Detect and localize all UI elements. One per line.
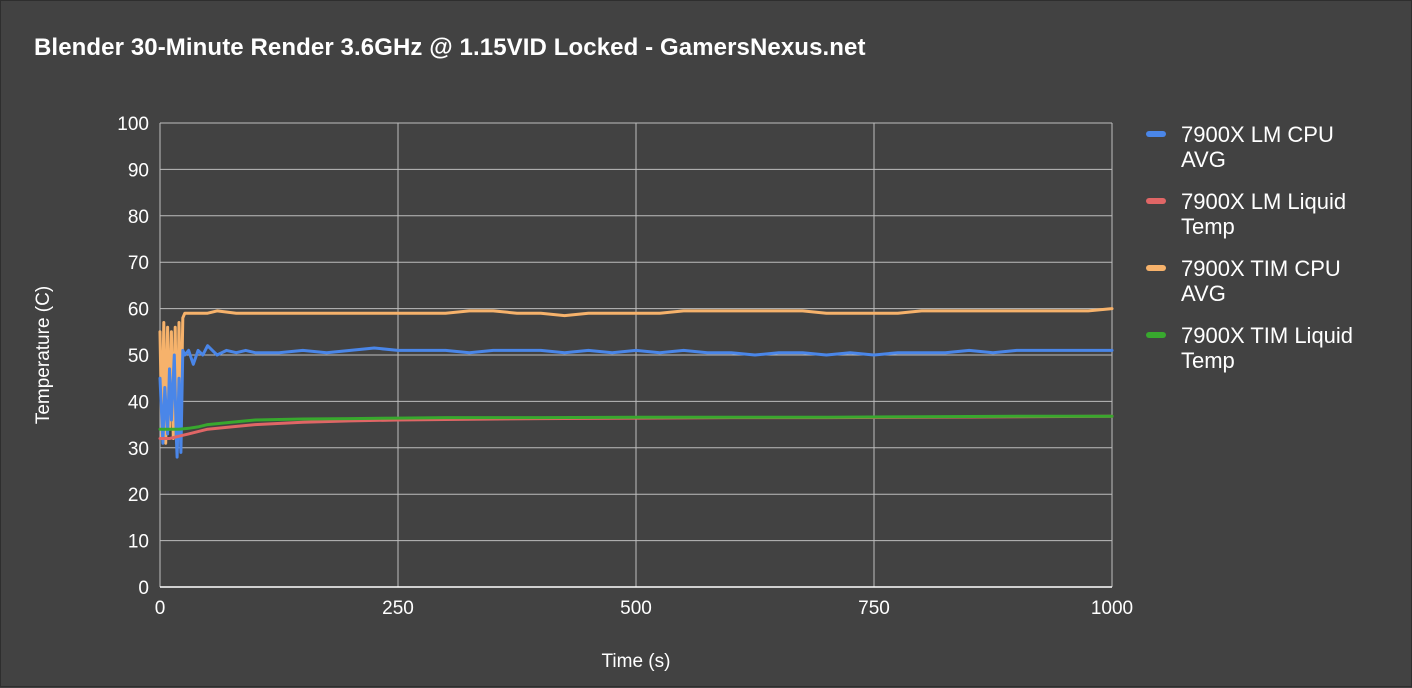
grid (159, 122, 1113, 587)
legend-label-3-line-2: AVG (1181, 281, 1226, 306)
y-tick-label-100: 100 (117, 114, 149, 135)
y-tick-label-60: 60 (128, 300, 149, 321)
legend-label-1-line-1: 7900X LM CPU (1181, 122, 1334, 147)
y-tick-label-20: 20 (128, 485, 149, 506)
x-tick-label-500: 500 (620, 598, 652, 619)
y-tick-label-90: 90 (128, 160, 149, 181)
y-tick-label-70: 70 (128, 253, 149, 274)
series-line-4 (158, 414, 1114, 431)
chart-title: Blender 30-Minute Render 3.6GHz @ 1.15VI… (34, 34, 866, 61)
y-tick-label-0: 0 (138, 578, 149, 599)
series-line-1 (158, 344, 1114, 459)
legend-label-1-line-2: AVG (1181, 147, 1226, 172)
y-tick-label-80: 80 (128, 207, 149, 228)
y-tick-label-10: 10 (128, 532, 149, 553)
x-tick-label-0: 0 (155, 598, 166, 619)
legend-swatch-3 (1146, 265, 1166, 271)
legend-label-2-line-1: 7900X LM Liquid (1181, 189, 1346, 214)
x-axis-title: Time (s) (602, 651, 671, 672)
legend-label-2-line-2: Temp (1181, 214, 1235, 239)
y-tick-label-40: 40 (128, 392, 149, 413)
x-tick-label-250: 250 (382, 598, 414, 619)
plot-area (158, 307, 1114, 459)
y-tick-label-50: 50 (128, 346, 149, 367)
legend-label-3-line-1: 7900X TIM CPU (1181, 256, 1341, 281)
x-tick-label-1000: 1000 (1091, 598, 1133, 619)
y-tick-label-30: 30 (128, 439, 149, 460)
legend-swatch-2 (1146, 198, 1166, 204)
legend-label-4-line-2: Temp (1181, 348, 1235, 373)
legend-label-4-line-1: 7900X TIM Liquid (1181, 323, 1353, 348)
legend-swatch-1 (1146, 131, 1166, 137)
x-tick-label-750: 750 (858, 598, 890, 619)
y-axis-title: Temperature (C) (33, 286, 54, 424)
legend-swatch-4 (1146, 332, 1166, 338)
